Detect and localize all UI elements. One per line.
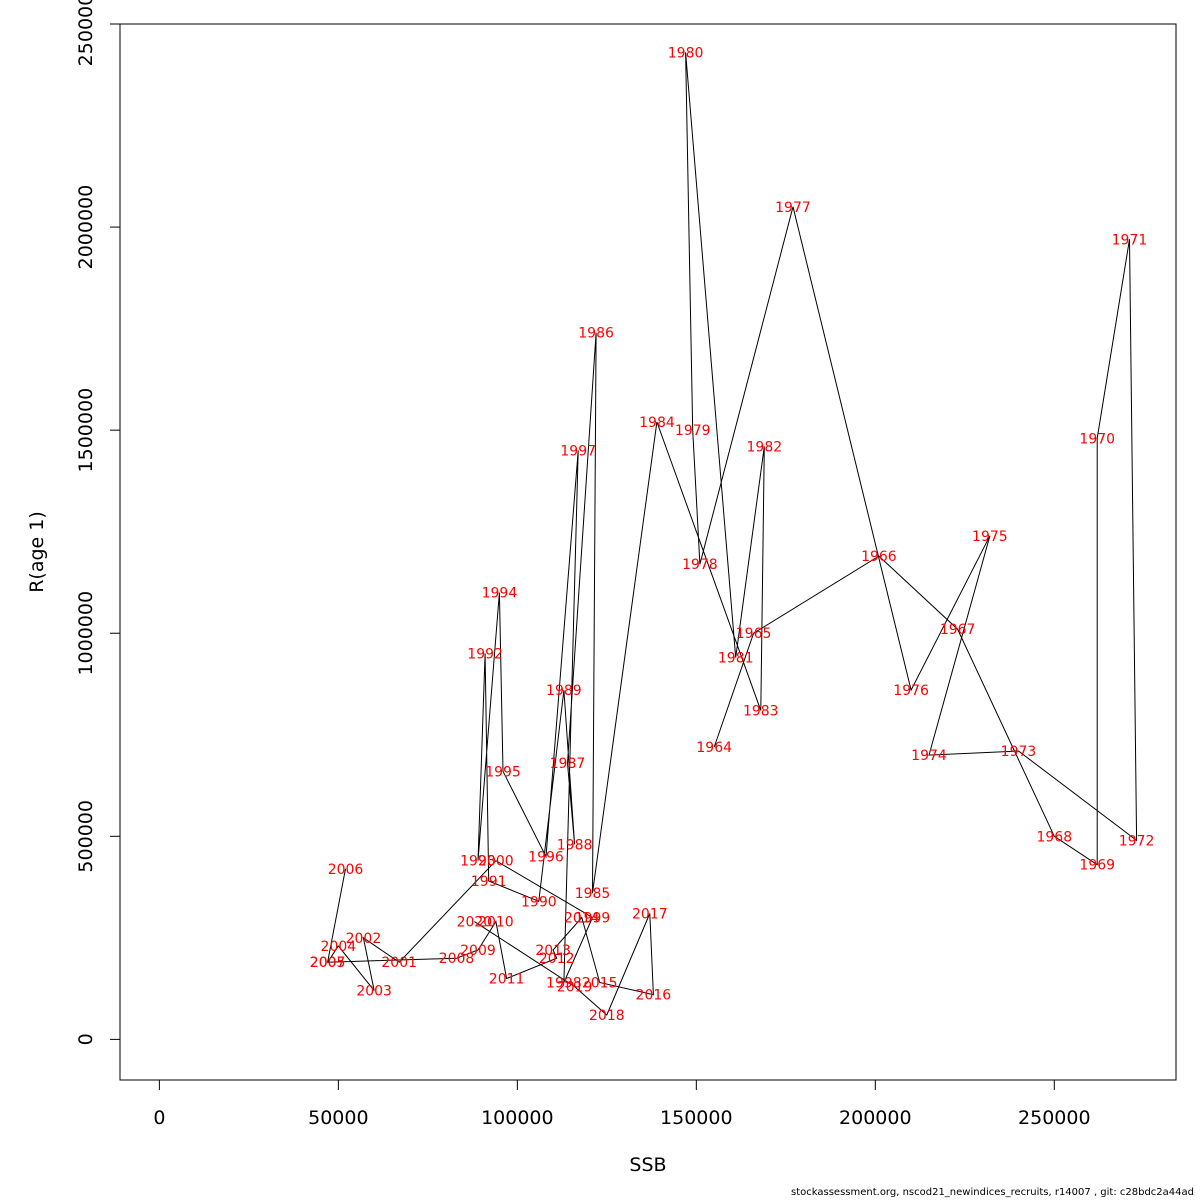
y-tick-label: 1000000 xyxy=(75,591,97,676)
sr-trajectory-line xyxy=(326,52,1138,1016)
y-tick-label: 2000000 xyxy=(75,185,97,270)
year-point-label: 2008 xyxy=(439,951,475,967)
year-point-label: 1983 xyxy=(743,703,779,719)
year-point-label: 1986 xyxy=(578,326,614,342)
year-point-label: 2012 xyxy=(539,951,575,967)
x-tick-label: 50000 xyxy=(308,1107,368,1129)
year-point-label: 1990 xyxy=(521,894,557,910)
year-point-label: 1991 xyxy=(471,874,507,890)
year-point-label: 1996 xyxy=(528,850,564,866)
year-point-label: 2011 xyxy=(489,971,525,987)
year-point-label: 1994 xyxy=(482,586,518,602)
year-point-label: 2017 xyxy=(632,906,668,922)
year-point-label: 1992 xyxy=(467,647,503,663)
x-tick-label: 0 xyxy=(153,1107,165,1129)
x-tick-label: 250000 xyxy=(1018,1107,1091,1129)
year-point-label: 1998 xyxy=(546,976,582,992)
y-tick-label: 500000 xyxy=(75,800,97,873)
year-point-label: 1972 xyxy=(1119,833,1155,849)
year-point-label: 2004 xyxy=(321,939,357,955)
year-point-label: 1971 xyxy=(1112,232,1148,248)
x-tick-label: 200000 xyxy=(839,1107,912,1129)
year-point-label: 2018 xyxy=(589,1008,625,1024)
x-tick-label: 100000 xyxy=(481,1107,554,1129)
year-point-label: 1984 xyxy=(639,415,675,431)
year-point-label: 2002 xyxy=(346,931,382,947)
year-point-label: 1967 xyxy=(940,622,976,638)
year-point-label: 2001 xyxy=(381,955,417,971)
year-point-label: 2009 xyxy=(460,943,496,959)
year-point-label: 1964 xyxy=(696,740,732,756)
y-axis-label: R(age 1) xyxy=(26,511,48,593)
y-axis: 0 500000 1000000 1500000 2000000 2500000 xyxy=(75,0,121,1045)
year-point-label: 1966 xyxy=(861,549,897,565)
footer-caption: stockassessment.org, nscod21_newindices_… xyxy=(791,1187,1194,1198)
year-point-label: 1979 xyxy=(675,423,711,439)
y-tick-label: 2500000 xyxy=(75,0,97,66)
year-point-label: 1997 xyxy=(560,443,596,459)
y-tick-label: 0 xyxy=(75,1033,97,1045)
year-point-label: 1970 xyxy=(1079,431,1115,447)
year-point-label: 1965 xyxy=(736,626,772,642)
year-point-label: 1982 xyxy=(747,439,783,455)
year-point-label: 2006 xyxy=(328,862,364,878)
year-point-label: 1973 xyxy=(1001,744,1037,760)
x-axis-label: SSB xyxy=(629,1154,666,1176)
year-point-label: 2016 xyxy=(636,988,672,1004)
year-point-label: 2003 xyxy=(356,984,392,1000)
year-point-label: 2015 xyxy=(582,976,618,992)
year-point-label: 1985 xyxy=(575,886,611,902)
year-point-label: 2020 xyxy=(457,915,493,931)
year-point-label: 2007 xyxy=(310,955,346,971)
year-point-label: 1999 xyxy=(575,911,611,927)
year-point-label: 1981 xyxy=(718,651,754,667)
year-point-label: 1989 xyxy=(546,683,582,699)
year-point-label: 2019 xyxy=(557,980,593,996)
point-labels: 1964 1965 1966 1967 1968 1969 1970 1971 1972 1973… xyxy=(310,45,1155,1024)
year-point-label: 1980 xyxy=(668,45,704,61)
y-tick-label: 1500000 xyxy=(75,388,97,473)
year-point-label: 2014 xyxy=(564,911,600,927)
year-point-label: 2013 xyxy=(535,943,571,959)
year-point-label: 1976 xyxy=(893,683,929,699)
year-point-label: 1974 xyxy=(911,748,947,764)
year-point-label: 1987 xyxy=(550,756,586,772)
year-point-label: 1969 xyxy=(1079,858,1115,874)
year-point-label: 2000 xyxy=(478,854,514,870)
year-point-label: 1975 xyxy=(972,529,1008,545)
year-point-label: 2005 xyxy=(310,955,346,971)
year-point-label: 1995 xyxy=(485,764,521,780)
year-point-label: 1968 xyxy=(1036,829,1072,845)
year-point-label: 1978 xyxy=(682,557,718,573)
year-point-label: 2010 xyxy=(478,915,514,931)
series-line xyxy=(326,52,1138,1016)
year-point-label: 1977 xyxy=(775,200,811,216)
x-tick-label: 150000 xyxy=(660,1107,733,1129)
x-axis: 0 50000 100000 150000 200000 250000 xyxy=(153,1079,1091,1129)
year-point-label: 1993 xyxy=(460,854,496,870)
year-point-label: 1988 xyxy=(557,837,593,853)
